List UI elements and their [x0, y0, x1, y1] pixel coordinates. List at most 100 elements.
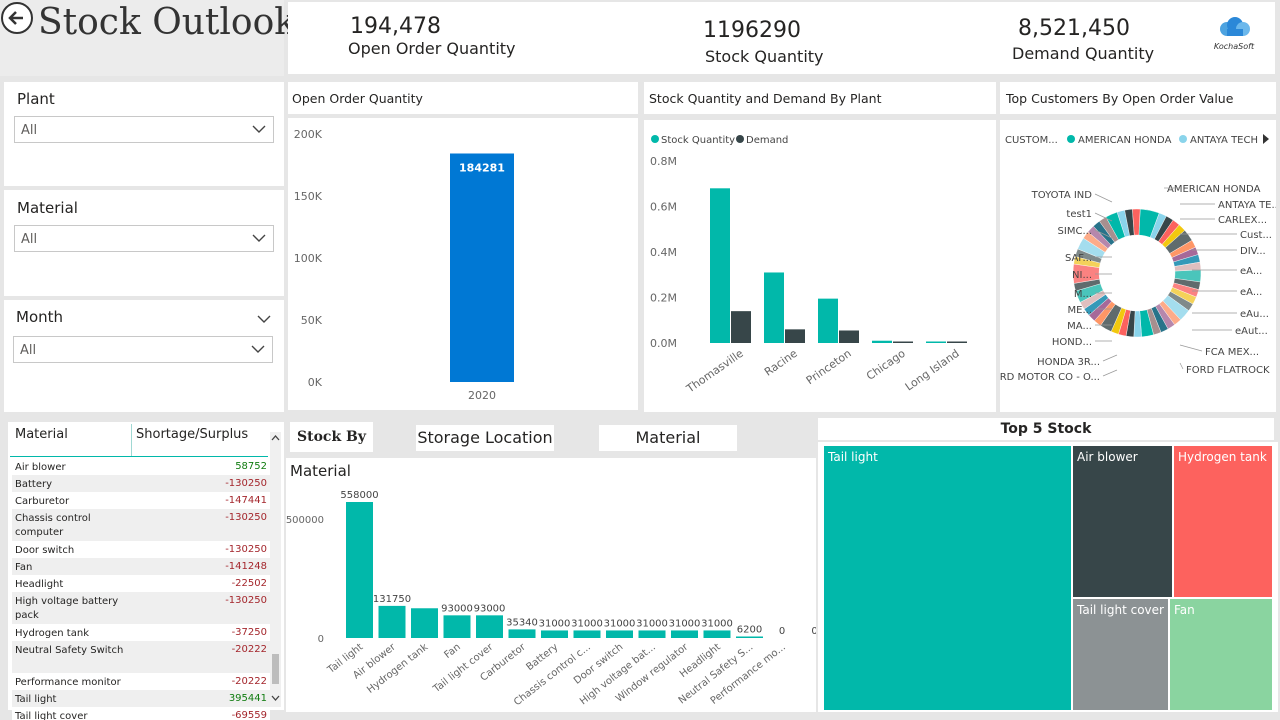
donut-label: ME...: [1068, 305, 1092, 316]
legend-american-honda[interactable]: AMERICAN HONDA: [1078, 135, 1172, 146]
open-order-chart-header: Open Order Quantity: [288, 82, 638, 114]
bar-data-label: 35340: [506, 617, 538, 628]
material-bar[interactable]: [346, 502, 373, 638]
table-scrollbar[interactable]: [270, 432, 281, 707]
bar-chicago-demand[interactable]: [893, 341, 913, 344]
tab-storage-location[interactable]: Storage Location: [416, 425, 554, 451]
header-divider: [131, 424, 132, 456]
bar-data-label: 93000: [474, 603, 506, 614]
material-bar[interactable]: [638, 630, 666, 638]
table-row[interactable]: Performance monitor -20222: [12, 673, 270, 690]
table-row[interactable]: High voltage battery pack -130250: [12, 592, 270, 624]
donut-slice[interactable]: [1132, 208, 1141, 236]
donut-label: eAu...: [1240, 309, 1269, 320]
material-bar[interactable]: [671, 630, 698, 638]
donut-label: test1: [1066, 209, 1092, 220]
treemap-label: Tail light: [828, 450, 878, 464]
donut-label: HOND...: [1052, 337, 1092, 348]
material-bar[interactable]: [606, 630, 633, 638]
bar-princeton-stock[interactable]: [818, 298, 838, 343]
table-row[interactable]: Chassis control computer -130250: [12, 509, 270, 541]
treemap-tile-tail-light[interactable]: Tail light: [824, 446, 1071, 710]
table-row[interactable]: Headlight -22502: [12, 575, 270, 592]
legend-stock-label[interactable]: Stock Quantity: [661, 135, 735, 146]
customers-donut-chart: CUSTOM... AMERICAN HONDA ANTAYA TECH TOY…: [986, 134, 1280, 383]
material-bar[interactable]: [736, 636, 763, 638]
material-bar[interactable]: [573, 630, 601, 638]
material-bar[interactable]: [378, 605, 406, 638]
y-tick-label: 0.2M: [650, 292, 677, 305]
customers-chart: CUSTOM... AMERICAN HONDA ANTAYA TECH TOY…: [986, 120, 1280, 412]
collapse-chevron-icon[interactable]: [256, 312, 272, 326]
material-bar[interactable]: [476, 615, 503, 638]
scroll-up-icon[interactable]: [271, 434, 280, 442]
treemap-tile-air-blower[interactable]: Air blower: [1073, 446, 1172, 597]
shortage-column-header[interactable]: Shortage/Surplus: [136, 427, 249, 442]
legend-demand-label[interactable]: Demand: [746, 135, 788, 146]
chevron-down-icon: [252, 234, 266, 242]
legend-antaya-marker: [1179, 135, 1187, 143]
x-tick-label: Thomasville: [683, 347, 746, 396]
table-row[interactable]: Hydrogen tank -37250: [12, 624, 270, 641]
legend-next-icon[interactable]: [1263, 134, 1269, 144]
y-tick-label: 0.6M: [650, 201, 677, 214]
month-slicer-title: Month: [16, 308, 64, 326]
material-bar[interactable]: [508, 629, 536, 638]
table-row[interactable]: Air blower 58752: [12, 458, 270, 475]
table-row[interactable]: Tail light 395441: [12, 690, 270, 707]
bar-chicago-stock[interactable]: [872, 340, 892, 343]
treemap-tile-fan[interactable]: Fan: [1170, 599, 1272, 710]
table-row[interactable]: Tail light cover -69559: [12, 707, 270, 720]
bar-racine-stock[interactable]: [764, 272, 784, 343]
month-dropdown[interactable]: All: [13, 336, 273, 363]
bar-thomasville-demand[interactable]: [731, 311, 751, 343]
table-row[interactable]: Door switch -130250: [12, 541, 270, 558]
material-column-header[interactable]: Material: [15, 427, 68, 442]
legend-antaya-tech[interactable]: ANTAYA TECH: [1190, 135, 1258, 146]
bar-2020[interactable]: [450, 153, 514, 382]
tab-material[interactable]: Material: [599, 425, 737, 451]
table-row[interactable]: Carburetor -147441: [12, 492, 270, 509]
scrollbar-thumb[interactable]: [272, 654, 279, 684]
y-tick-label: 0K: [308, 376, 323, 389]
material-dropdown-value: All: [21, 232, 38, 247]
plant-chart-header: Stock Quantity and Demand By Plant: [644, 82, 996, 114]
y-tick-label: 0.0M: [650, 337, 677, 350]
material-bar[interactable]: [411, 608, 438, 638]
title-card: Stock Outlook: [0, 0, 296, 76]
treemap-label: Tail light cover: [1077, 603, 1164, 617]
material-bar[interactable]: [541, 630, 568, 638]
material-cell: Battery: [15, 479, 53, 490]
donut-label: HONDA 3R...: [1037, 357, 1100, 368]
customers-chart-header: Top Customers By Open Order Value: [1000, 82, 1276, 114]
bar-princeton-demand[interactable]: [839, 330, 859, 343]
treemap-tile-hydrogen-tank[interactable]: Hydrogen tank: [1174, 446, 1272, 597]
kpi-stock-label: Stock Quantity: [705, 47, 824, 66]
bar-thomasville-stock[interactable]: [710, 188, 730, 343]
back-button[interactable]: [1, 2, 33, 34]
shortage-cell: -130250: [225, 512, 267, 523]
bar-racine-demand[interactable]: [785, 329, 805, 343]
material-bar[interactable]: [703, 630, 731, 638]
material-dropdown[interactable]: All: [14, 225, 274, 252]
y-tick-label: 150K: [294, 190, 323, 203]
material-chart-title: Material: [290, 462, 351, 480]
customers-chart-title: Top Customers By Open Order Value: [1006, 91, 1234, 106]
table-row[interactable]: Battery -130250: [12, 475, 270, 492]
table-row[interactable]: Fan -141248: [12, 558, 270, 575]
scroll-down-icon[interactable]: [271, 694, 280, 702]
material-bar[interactable]: [443, 615, 471, 638]
shortage-cell: -20222: [231, 644, 267, 655]
treemap-tile-tail-light-cover[interactable]: Tail light cover: [1073, 599, 1168, 710]
plant-dropdown[interactable]: All: [14, 116, 274, 143]
x-tick-label: Princeton: [804, 347, 854, 387]
x-tick-label: Chicago: [864, 347, 908, 383]
bar-data-label: 0: [811, 626, 816, 637]
top5-header: Top 5 Stock: [818, 418, 1274, 440]
table-row[interactable]: Neutral Safety Switch -20222: [12, 641, 270, 673]
bar-long-island-demand[interactable]: [947, 341, 967, 344]
bar-long-island-stock[interactable]: [926, 341, 946, 344]
shortage-cell: -147441: [225, 495, 267, 506]
donut-label: SIMC...: [1058, 226, 1092, 237]
material-cell: Performance monitor: [15, 677, 121, 688]
